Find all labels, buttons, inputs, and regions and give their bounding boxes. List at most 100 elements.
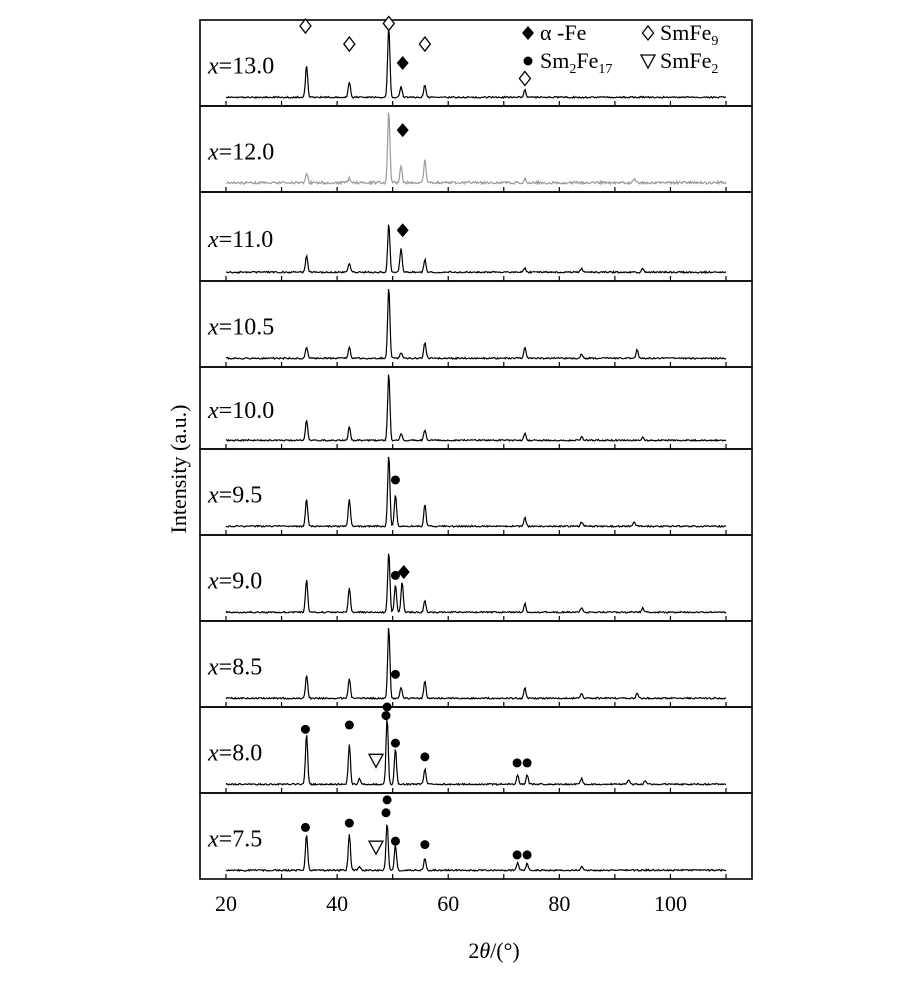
sm2fe17-marker	[512, 850, 522, 860]
legend-entry: SmFe9	[641, 20, 718, 49]
panel-label-var: x	[207, 398, 219, 424]
panel-label: x=9.5	[207, 482, 262, 508]
panel-12-0: x=12.0	[199, 105, 753, 193]
panel-label-value: =7.5	[219, 826, 263, 852]
panel-label: x=11.0	[207, 227, 273, 253]
panel-label-value: =9.5	[219, 482, 263, 508]
xrd-pattern-line	[225, 627, 727, 701]
panel-label-value: =11.0	[219, 227, 274, 253]
panel-label-var: x	[207, 314, 219, 340]
sm2fe17-marker	[381, 711, 391, 721]
panel-label-var: x	[207, 482, 219, 508]
alpha-fe-marker	[397, 564, 410, 579]
sm2fe17-marker	[390, 669, 400, 679]
panel-label-var: x	[207, 740, 219, 766]
legend-label: SmFe2	[660, 48, 718, 77]
x-axis: 20 40 60 80 100	[215, 891, 687, 916]
sm2fe17-marker	[381, 808, 391, 818]
smfe2-marker	[367, 840, 385, 856]
panel-label-var: x	[207, 568, 219, 594]
panel-label-value: =13.0	[219, 53, 275, 79]
legend-entry: SmFe2	[639, 48, 718, 77]
xrd-pattern-line	[225, 112, 727, 186]
panel-label: x=7.5	[207, 826, 262, 852]
smfe9-marker	[382, 15, 396, 32]
sm2fe17-marker	[382, 795, 392, 805]
sm2fe17-marker	[344, 720, 354, 730]
panel-9-0: x=9.0	[199, 534, 753, 622]
xrd-pattern-line	[225, 289, 727, 360]
panel-label-var: x	[207, 227, 219, 253]
sm2fe17-marker	[522, 758, 532, 768]
panel-label: x=10.0	[207, 398, 274, 424]
alpha-fe-marker	[396, 56, 409, 70]
legend-label: α -Fe	[540, 20, 586, 45]
smfe2-marker	[367, 753, 385, 769]
sm2fe17-marker	[420, 840, 430, 850]
panel-label: x=9.0	[207, 568, 262, 594]
panel-label: x=8.5	[207, 654, 262, 680]
xrd-pattern-line	[225, 224, 727, 275]
sm2fe17-marker	[390, 570, 400, 580]
sm2fe17-marker	[382, 702, 392, 712]
sm2fe17-marker	[390, 738, 400, 748]
x-axis-label: 2θ/(°)	[468, 938, 519, 963]
panel-10-0: x=10.0	[199, 366, 753, 450]
panel-label-value: =8.5	[219, 654, 263, 680]
legend-label: SmFe9	[660, 20, 718, 49]
xrd-pattern-line	[225, 28, 727, 100]
smfe9-marker	[418, 36, 432, 53]
xrd-pattern-line	[225, 824, 727, 873]
sm2fe17-marker	[300, 822, 310, 832]
smfe9-marker	[641, 24, 655, 42]
xrd-pattern-line	[225, 553, 727, 614]
xrd-pattern-line	[225, 374, 727, 443]
panel-7-5: x=7.5	[199, 792, 753, 880]
alpha-fe-marker	[522, 26, 534, 40]
panel-label-value: =12.0	[219, 139, 275, 165]
legend: α -Fe SmFe9 Sm2Fe17 SmFe2	[522, 20, 718, 77]
figure-background	[155, 0, 777, 978]
panel-label: x=13.0	[207, 53, 274, 79]
alpha-fe-marker	[396, 223, 409, 238]
sm2fe17-marker	[523, 56, 533, 66]
sm2fe17-marker	[420, 752, 430, 762]
panel-label-value: =8.0	[219, 740, 263, 766]
x-tick-label: 40	[326, 891, 348, 916]
sm2fe17-marker	[390, 475, 400, 485]
panel-11-0: x=11.0	[199, 191, 753, 282]
panel-label-var: x	[207, 53, 219, 79]
smfe9-marker	[518, 70, 532, 87]
panel-label-value: =9.0	[219, 568, 263, 594]
panel-label: x=10.5	[207, 314, 274, 340]
panel-label: x=12.0	[207, 139, 274, 165]
sm2fe17-marker	[512, 758, 522, 768]
smfe9-marker	[343, 36, 356, 53]
xrd-pattern-line	[225, 456, 727, 529]
panel-label-var: x	[207, 139, 219, 165]
sm2fe17-marker	[522, 850, 532, 860]
sm2fe17-marker	[300, 724, 310, 734]
y-axis-label: Intensity (a.u.)	[166, 405, 191, 534]
sm2fe17-marker	[344, 818, 354, 828]
panel-label-var: x	[207, 826, 219, 852]
x-tick-label: 80	[548, 891, 570, 916]
panel-stack: x=13.0x=12.0x=11.0x=10.5x=10.0x=9.5x=9.0…	[199, 15, 753, 880]
alpha-fe-marker	[396, 123, 409, 138]
legend-label: Sm2Fe17	[540, 48, 612, 77]
legend-entry: Sm2Fe17	[523, 48, 612, 77]
x-tick-label: 60	[437, 891, 459, 916]
smfe9-marker	[299, 17, 312, 35]
x-tick-label: 20	[215, 891, 237, 916]
panel-label-value: =10.0	[219, 398, 275, 424]
panel-label-value: =10.5	[219, 314, 275, 340]
sm2fe17-marker	[390, 836, 400, 846]
legend-entry: α -Fe	[522, 20, 586, 45]
xrd-pattern-line	[225, 719, 727, 787]
smfe2-marker	[639, 54, 657, 70]
panel-label: x=8.0	[207, 740, 262, 766]
x-tick-label: 100	[654, 891, 687, 916]
panel-frame	[199, 792, 753, 880]
panel-label-var: x	[207, 654, 219, 680]
